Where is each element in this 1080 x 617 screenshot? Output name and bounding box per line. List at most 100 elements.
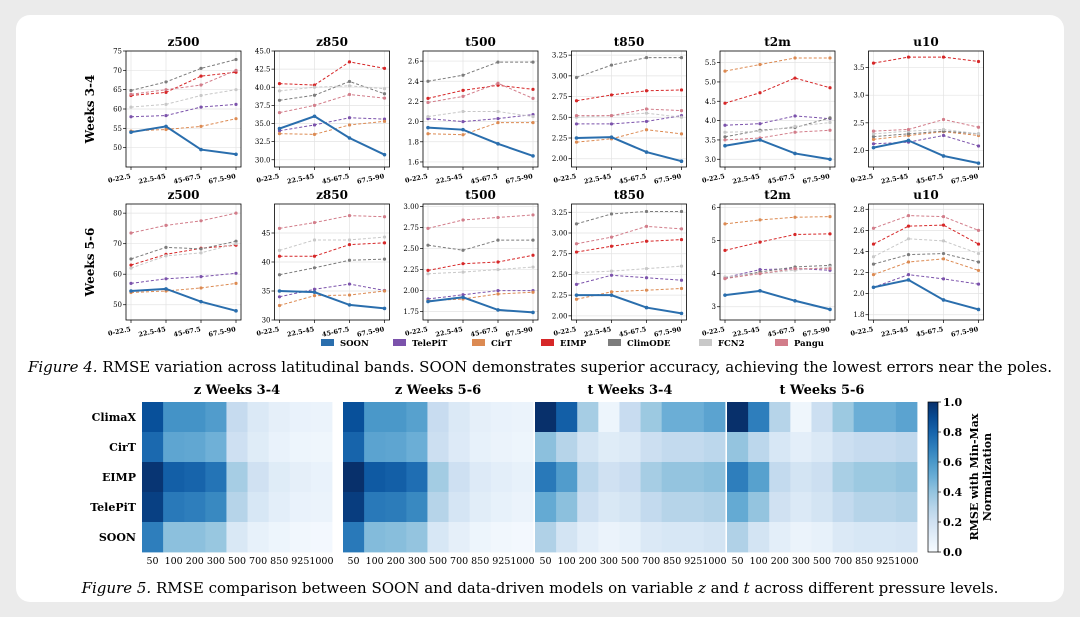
y-tick-label: 2.4: [408, 78, 420, 86]
data-point-Pangu: [828, 267, 832, 271]
x-tick-label: 0-22.5: [553, 325, 578, 338]
series-line-TelePiT: [724, 115, 831, 126]
svg-text:Figure 4. RMSE variat: Figure 4. RMSE variation across latitudi…: [27, 358, 1052, 376]
data-point-EIMP: [723, 248, 727, 252]
data-point-Pangu: [312, 220, 317, 225]
heatmap-cell: [289, 492, 312, 523]
x-tick-label: 67.5-90: [802, 172, 831, 186]
heatmap-cell: [769, 462, 791, 493]
heatmap-cell: [577, 402, 599, 433]
series-line-Pangu: [576, 225, 682, 245]
heatmap-cell: [511, 402, 534, 433]
x-tick-label: 67.5-90: [505, 172, 534, 186]
heatmap-x-tick: 500: [429, 556, 447, 567]
data-point-SOON: [609, 293, 614, 297]
data-point-SOON: [679, 311, 684, 316]
y-tick-label: 2.4: [853, 248, 865, 256]
heatmap-x-tick: 925: [684, 556, 702, 567]
y-tick-label: 30: [262, 317, 271, 325]
data-point-TelePiT: [679, 278, 684, 282]
heatmap-cell: [163, 402, 185, 433]
series-line-FCN2: [427, 266, 534, 275]
heatmap-cell: [385, 432, 407, 463]
data-point-CirT: [723, 69, 727, 73]
series-line-FCN2: [724, 122, 831, 133]
data-point-CirT: [426, 132, 430, 136]
series-line-ClimODE: [873, 130, 979, 138]
heatmap-cell: [682, 402, 705, 433]
data-point-CirT: [679, 286, 684, 291]
heatmap-row-label: TelePiT: [90, 501, 137, 514]
legend-entry-SOON: SOON: [340, 339, 369, 349]
y-tick-label: 2.75: [552, 93, 568, 101]
heatmap-x-tick: 200: [579, 556, 597, 567]
heatmap-cell: [490, 492, 513, 523]
heatmap-cell: [448, 492, 471, 523]
data-point-SOON: [277, 289, 282, 293]
data-point-ClimODE: [531, 238, 535, 242]
series-line-CirT: [130, 282, 237, 294]
heatmap-cell: [427, 462, 449, 493]
series-line-SOON: [873, 278, 979, 311]
data-point-EIMP: [828, 232, 832, 236]
heatmap-x-tick: 300: [207, 556, 225, 567]
data-point-Pangu: [531, 96, 535, 101]
data-point-Pangu: [347, 92, 352, 97]
heatmap-cell: [364, 492, 386, 523]
y-tick-label: 2.50: [552, 114, 568, 122]
series-line-EIMP: [427, 84, 534, 99]
x-tick-label: 67.5-90: [653, 325, 682, 339]
y-tick-label: 1.8: [853, 311, 864, 319]
data-point-FCN2: [828, 120, 832, 125]
y-tick-label: 2.75: [403, 224, 419, 232]
heatmap-x-tick: 925: [291, 556, 309, 567]
x-tick-label: 67.5-90: [950, 325, 979, 339]
data-point-ClimODE: [906, 132, 911, 136]
x-tick-label: 0-22.5: [404, 172, 429, 185]
y-tick-label: 80: [113, 210, 122, 218]
heatmap-cell: [535, 402, 557, 433]
heatmap-cell: [247, 462, 270, 493]
data-point-FCN2: [644, 111, 649, 115]
colorbar: 1.0 0.8 0.6 0.4 0.2 0.0 RMSE with Min-MaxNorma…: [927, 396, 994, 559]
heatmap-cell: [511, 492, 534, 523]
data-point-EIMP: [793, 232, 797, 237]
data-point-SOON: [347, 136, 352, 140]
heatmap-cell: [205, 522, 227, 553]
heatmap-cell: [427, 492, 449, 523]
data-point-SOON: [382, 306, 387, 311]
data-point-EIMP: [164, 90, 168, 94]
heatmap-cell: [727, 462, 749, 493]
heatmap-x-tick: 50: [147, 556, 159, 567]
line-panel-t2m-w56: t2m 3 4 5 6 0-22.5 22.5-45 45-67.5 67.5-90: [701, 188, 836, 339]
series-line-EIMP: [130, 71, 237, 96]
data-point-CirT: [531, 121, 535, 125]
heatmap-cell: [661, 432, 684, 463]
series-line-CirT: [576, 288, 682, 300]
data-point-Pangu: [644, 224, 649, 228]
y-tick-label: 2.5: [853, 119, 864, 127]
heatmap-cell: [535, 432, 557, 463]
data-point-CirT: [531, 290, 535, 294]
heatmap-cell: [661, 492, 684, 523]
series-line-CirT: [724, 216, 831, 225]
data-point-FCN2: [574, 271, 579, 275]
data-point-EIMP: [679, 238, 684, 242]
panel-title: z500: [168, 35, 200, 49]
y-tick-label: 3.25: [552, 52, 568, 60]
data-point-EIMP: [312, 254, 317, 258]
heatmap-cell: [310, 522, 333, 553]
data-point-ClimODE: [496, 238, 500, 242]
data-point-TelePiT: [496, 116, 500, 121]
heatmap-cell: [640, 402, 663, 433]
data-point-EIMP: [574, 99, 579, 103]
data-point-Pangu: [531, 213, 535, 217]
heatmap-cell: [226, 402, 248, 433]
data-point-SOON: [976, 161, 981, 165]
heatmap-cell: [289, 522, 312, 553]
panel-title: t2m: [764, 188, 791, 202]
heatmap-cell: [769, 492, 791, 523]
x-tick-label: 67.5-90: [950, 172, 979, 186]
data-point-CirT: [496, 292, 500, 296]
data-point-ClimODE: [644, 209, 649, 214]
